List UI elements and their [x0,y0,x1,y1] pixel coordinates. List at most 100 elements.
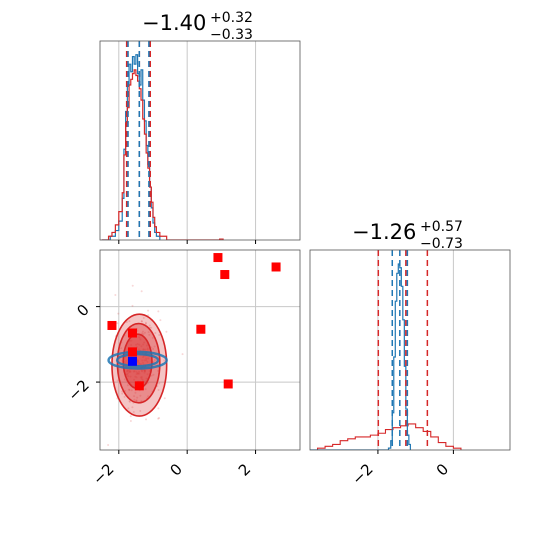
param1-title-plus: +0.32 [210,10,253,26]
sample-point [121,392,124,395]
sample-point [153,359,156,362]
sample-point [107,443,110,446]
sample-point [140,369,143,372]
sample-point [140,320,143,323]
sample-point [138,363,141,366]
sample-point [146,373,149,376]
sample-point [142,356,145,359]
sample-point [140,363,143,366]
sample-point [142,316,145,319]
sample-point [163,359,166,362]
sample-point [131,406,134,409]
scatter-ytick-label-1: 0 [73,301,92,320]
red-marker-1 [127,328,137,338]
sample-point [147,331,150,334]
sample-point [142,348,145,351]
scatter-ytick-label-0: −2 [64,376,92,404]
scatter-xtick-label-1: 0 [167,460,186,479]
sample-point [132,370,135,373]
sample-point [146,360,149,363]
sample-point [135,376,138,379]
scatter-panel [100,250,300,450]
sample-point [136,360,139,363]
sample-point [138,343,141,346]
sample-point [143,359,146,362]
sample-point [116,379,119,382]
hist1-frame [99,40,301,241]
sample-point [150,374,153,377]
sample-point [137,372,140,375]
sample-point [136,396,139,399]
sample-point [137,370,140,373]
sample-point [145,359,148,362]
red-marker-3 [134,381,144,391]
sample-point [134,375,137,378]
sample-point [138,336,141,339]
sample-point [127,407,130,410]
sample-point [139,409,142,412]
sample-point [143,341,146,344]
sample-point [128,370,131,373]
sample-point [130,389,133,392]
sample-point [135,400,138,403]
sample-point [123,378,126,381]
blue-contour-1 [115,352,160,368]
sample-point [129,415,132,418]
sample-point [131,304,134,307]
red-marker-7 [223,379,233,389]
sample-point [127,369,130,372]
sample-point [158,382,161,385]
sample-point [133,378,136,381]
sample-point [135,370,138,373]
sample-point [127,375,130,378]
sample-point [142,343,145,346]
red-marker-2 [127,347,137,357]
sample-point [123,395,126,398]
sample-point [127,388,130,391]
sample-point [141,370,144,373]
sample-point [147,309,150,312]
red-contour-2 [122,333,153,390]
sample-point [157,407,160,410]
sample-point [145,377,148,380]
sample-point [136,343,139,346]
sample-point [138,372,141,375]
sample-point [126,384,129,387]
red-marker-8 [271,262,281,272]
sample-point [144,388,147,391]
sample-point [145,418,148,421]
red-marker-0 [107,320,117,330]
hist2-frame [309,249,511,451]
sample-point [143,371,146,374]
sample-point [144,348,147,351]
sample-point [152,373,155,376]
sample-point [148,333,151,336]
sample-point [130,344,133,347]
sample-point [163,397,166,400]
red-marker-4 [196,324,206,334]
sample-point [135,373,138,376]
sample-point [126,369,129,372]
sample-point [150,326,153,329]
sample-point [141,379,144,382]
sample-point [144,369,147,372]
sample-point [147,357,150,360]
sample-point [136,372,139,375]
red-marker-5 [213,253,223,263]
sample-point [142,348,145,351]
blue-contour-0 [107,350,168,370]
sample-point [131,284,134,287]
sample-point [136,359,139,362]
sample-point [125,370,128,373]
sample-point [141,332,144,335]
sample-point [157,369,160,372]
hist1-panel [101,41,257,240]
sample-point [135,399,138,402]
sample-point [157,388,160,391]
hist2-panel [310,250,462,450]
sample-point [143,369,146,372]
sample-point [146,347,149,350]
sample-point [159,319,162,322]
blue-marker [127,356,137,366]
